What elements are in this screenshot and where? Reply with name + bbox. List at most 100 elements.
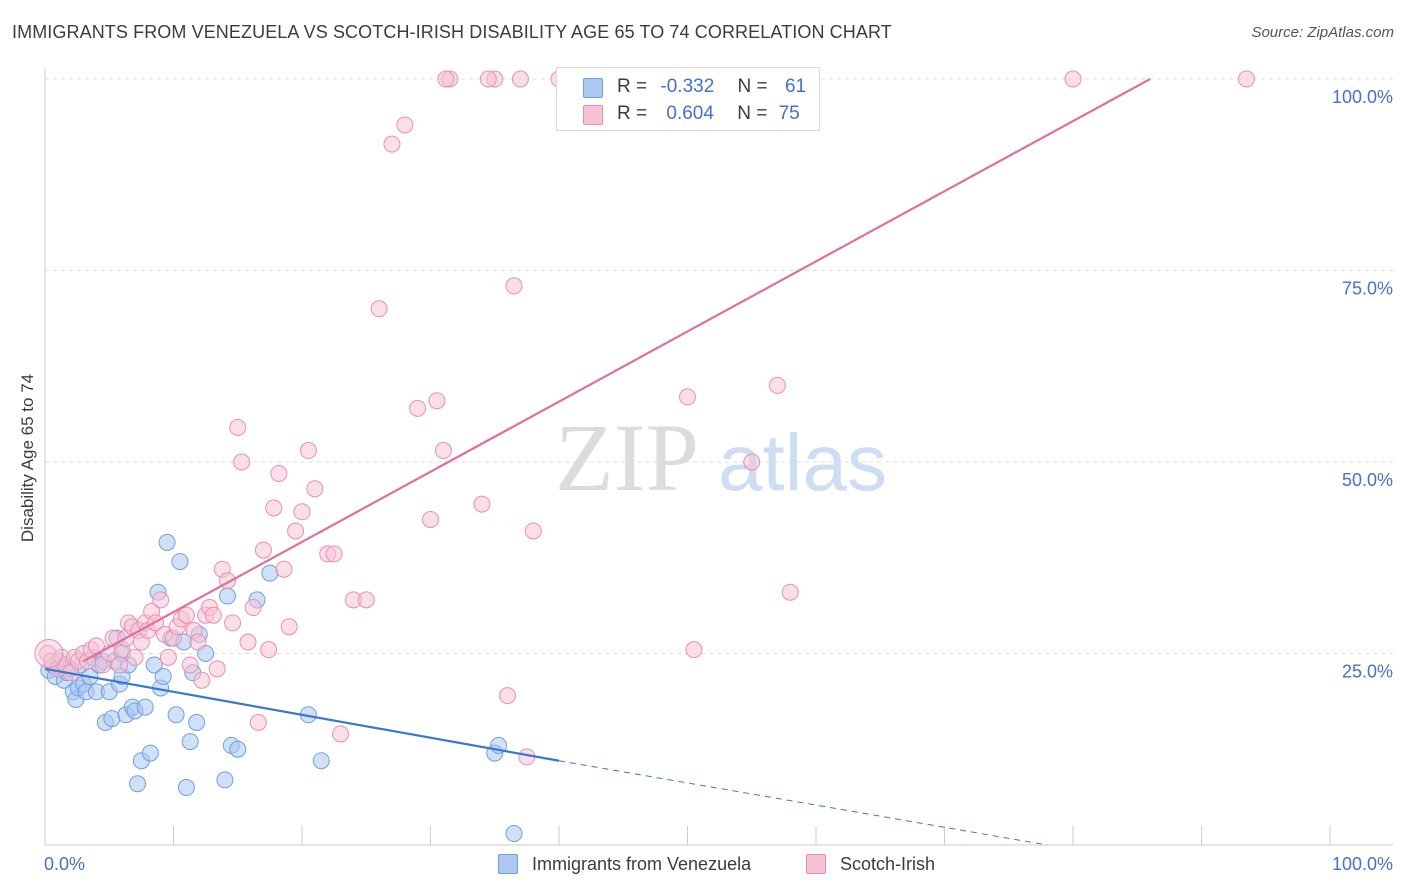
scotch-irish-point [370,300,388,318]
scotch-irish-point [409,399,427,417]
y-tick-label: 100.0% [1332,87,1393,107]
venezuela-point [103,710,121,728]
scotch-irish-point [383,135,401,153]
scotch-irish-point [189,633,207,651]
series-venezuela-points [40,533,523,843]
scotch-irish-point [181,656,199,674]
scotch-irish-point [768,376,786,394]
venezuela-point [171,553,189,571]
scotch-irish-point [260,641,278,659]
scotch-irish-point [422,510,439,528]
bottom-legend-label: Scotch-Irish [840,853,936,874]
scotch-irish-point [325,545,343,563]
bottom-legend-swatch-pink [806,854,826,874]
legend-n-label: N = [737,103,768,124]
scotch-irish-point [499,687,517,705]
venezuela-point [167,706,185,724]
scotch-irish-point [233,453,251,471]
venezuela-point [188,713,206,731]
legend-row-venezuela: R = -0.332 N = 61 [583,74,807,100]
venezuela-point [312,752,330,770]
scotch-irish-point [254,541,272,559]
venezuela-point [181,733,199,751]
watermark-zip: ZIP [555,404,699,511]
scotch-irish-point [229,419,247,437]
legend-r-label: R = [617,76,648,97]
scotch-irish-point [159,648,177,666]
scotch-irish-point [193,671,211,689]
venezuela-point [218,587,236,605]
trend-lines [44,78,1151,846]
x-tick-label: 0.0% [44,854,85,874]
scotch-irish-point [332,725,350,743]
scotch-irish-point [781,583,799,601]
y-tick-label: 50.0% [1342,470,1393,490]
scotch-irish-point [437,70,455,88]
scotch-irish-point [396,116,414,134]
y-tick-label: 75.0% [1342,279,1393,299]
legend-r-value: -0.332 [660,76,715,97]
grid-lines [45,78,1393,654]
scotch-irish-point [479,70,497,88]
scotch-irish-point [511,70,529,88]
scotch-irish-point [34,639,64,668]
scotch-irish-point [1064,70,1082,88]
scotch-irish-trend-line [83,78,1151,663]
x-tick-label: 100.0% [1332,854,1393,874]
legend-row-scotch-irish: R = 0.604 N = 75 [583,101,800,127]
scotch-irish-point [428,392,446,410]
venezuela-trend-line [44,667,560,762]
scotch-irish-point [306,480,324,498]
scotch-irish-point [275,560,293,578]
scotch-irish-point [1237,70,1255,88]
venezuela-point [141,744,159,762]
scotch-irish-point [239,633,257,651]
scotch-irish-point [473,495,491,513]
bottom-legend-swatch-blue [498,854,518,874]
scotch-irish-point [743,453,761,471]
scotch-irish-point [265,499,283,517]
venezuela-point [136,698,154,716]
scotch-irish-point [299,442,317,460]
bottom-legend-venezuela: Immigrants from Venezuela [498,852,751,876]
tick-labels: 0.0% 100.0% 25.0% 50.0% 75.0% 100.0% [44,87,1393,874]
correlation-legend: R = -0.332 N = 61 R = 0.604 N = 75 [556,67,820,131]
legend-n-label: N = [737,76,768,97]
bottom-legend-label: Immigrants from Venezuela [532,853,752,874]
scotch-irish-point [244,599,262,617]
bottom-legend-scotch-irish: Scotch-Irish [806,852,935,876]
venezuela-point [154,667,172,685]
legend-r-value: 0.604 [666,103,714,124]
venezuela-point [505,825,523,843]
scotch-irish-point [287,522,305,540]
scotch-irish-point [111,656,129,674]
scotch-irish-point [152,591,170,609]
scotch-irish-point [524,522,542,540]
scotch-irish-point [126,648,144,666]
legend-swatch-blue [583,78,603,98]
legend-r-label: R = [617,103,648,124]
scotch-irish-point [685,641,703,659]
legend-n-value: 75 [778,103,800,124]
scotch-irish-point [249,713,267,731]
chart-source: Source: ZipAtlas.com [1251,24,1394,41]
scotch-irish-point [434,442,452,460]
legend-n-value: 61 [784,76,807,97]
venezuela-point [229,740,247,758]
scotch-irish-point [280,618,298,636]
legend-swatch-pink [583,105,603,125]
scotch-irish-point [224,614,242,632]
scotch-irish-point [208,660,226,678]
scotch-irish-point [505,277,523,295]
venezuela-point [261,564,279,582]
venezuela-point [129,775,147,793]
scotch-irish-point [270,464,288,482]
scotch-irish-point [679,388,696,406]
scotch-irish-point [177,606,195,624]
scotch-irish-point [204,606,222,624]
venezuela-point [177,779,195,797]
chart-title: IMMIGRANTS FROM VENEZUELA VS SCOTCH-IRIS… [12,22,892,42]
y-tick-label: 25.0% [1342,662,1393,682]
venezuela-point [216,771,234,789]
